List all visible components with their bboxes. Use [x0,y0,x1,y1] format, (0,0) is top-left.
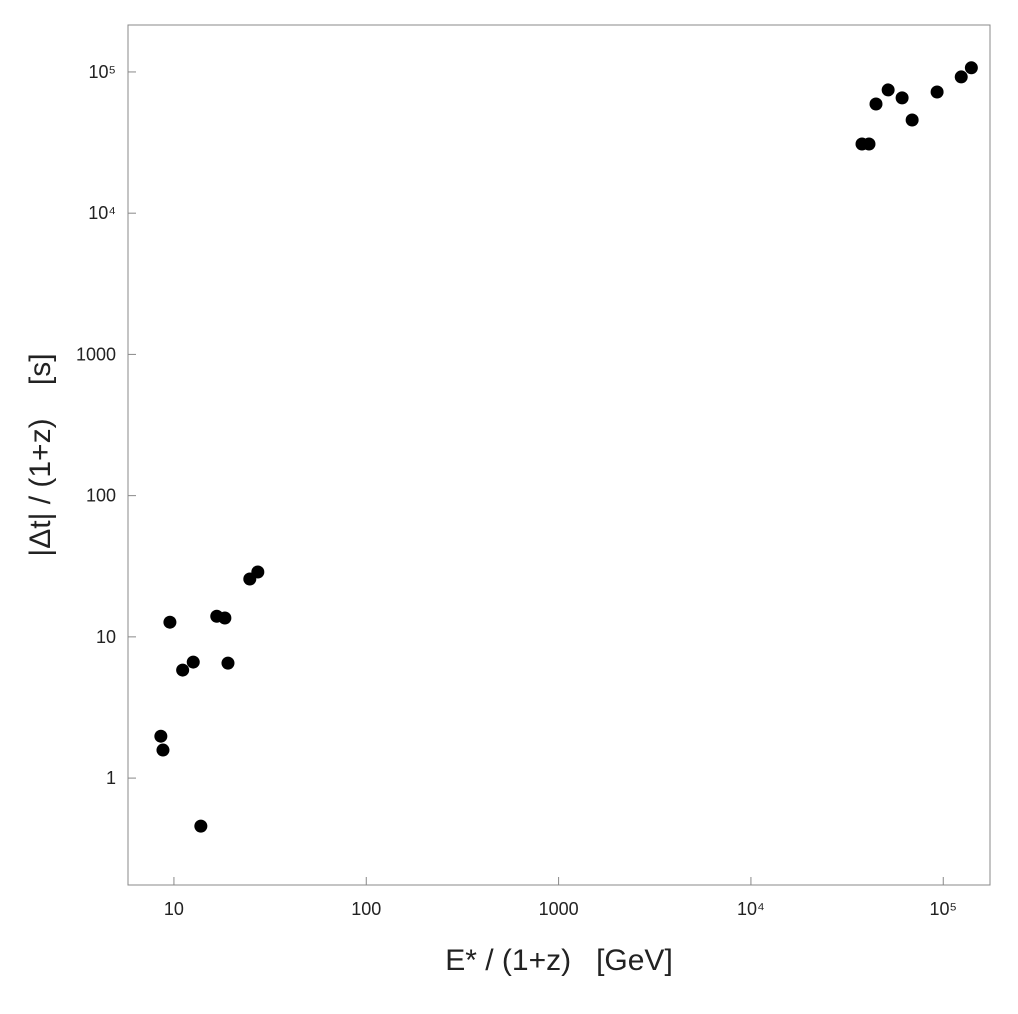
x-axis-title: E* / (1+z) [GeV] [445,944,673,977]
point [954,70,968,84]
y-tick-label: 100 [86,486,116,506]
point [905,113,919,127]
point [862,137,876,151]
point [218,611,232,625]
point [251,565,265,579]
point [194,819,208,833]
x-tick-label: 10⁵ [930,899,957,919]
point [186,655,200,669]
y-tick-label: 10⁴ [88,203,116,223]
point [154,729,168,743]
x-tick-label: 1000 [539,899,579,919]
plot-frame [127,24,991,886]
point [895,91,909,105]
point [869,97,883,111]
x-tick-label: 10 [164,899,184,919]
point [163,615,177,629]
point [881,83,895,97]
y-tick-label: 1000 [76,344,116,364]
point [930,85,944,99]
x-tick-label: 100 [351,899,381,919]
x-tick-label: 10⁴ [737,899,765,919]
point [964,61,978,75]
y-tick-label: 1 [106,768,116,788]
point [156,743,170,757]
point [176,663,190,677]
y-axis-title: |Δt| / (1+z) [s] [24,353,57,556]
y-tick-label: 10⁵ [89,62,116,82]
point [221,656,235,670]
y-tick-label: 10 [96,627,116,647]
